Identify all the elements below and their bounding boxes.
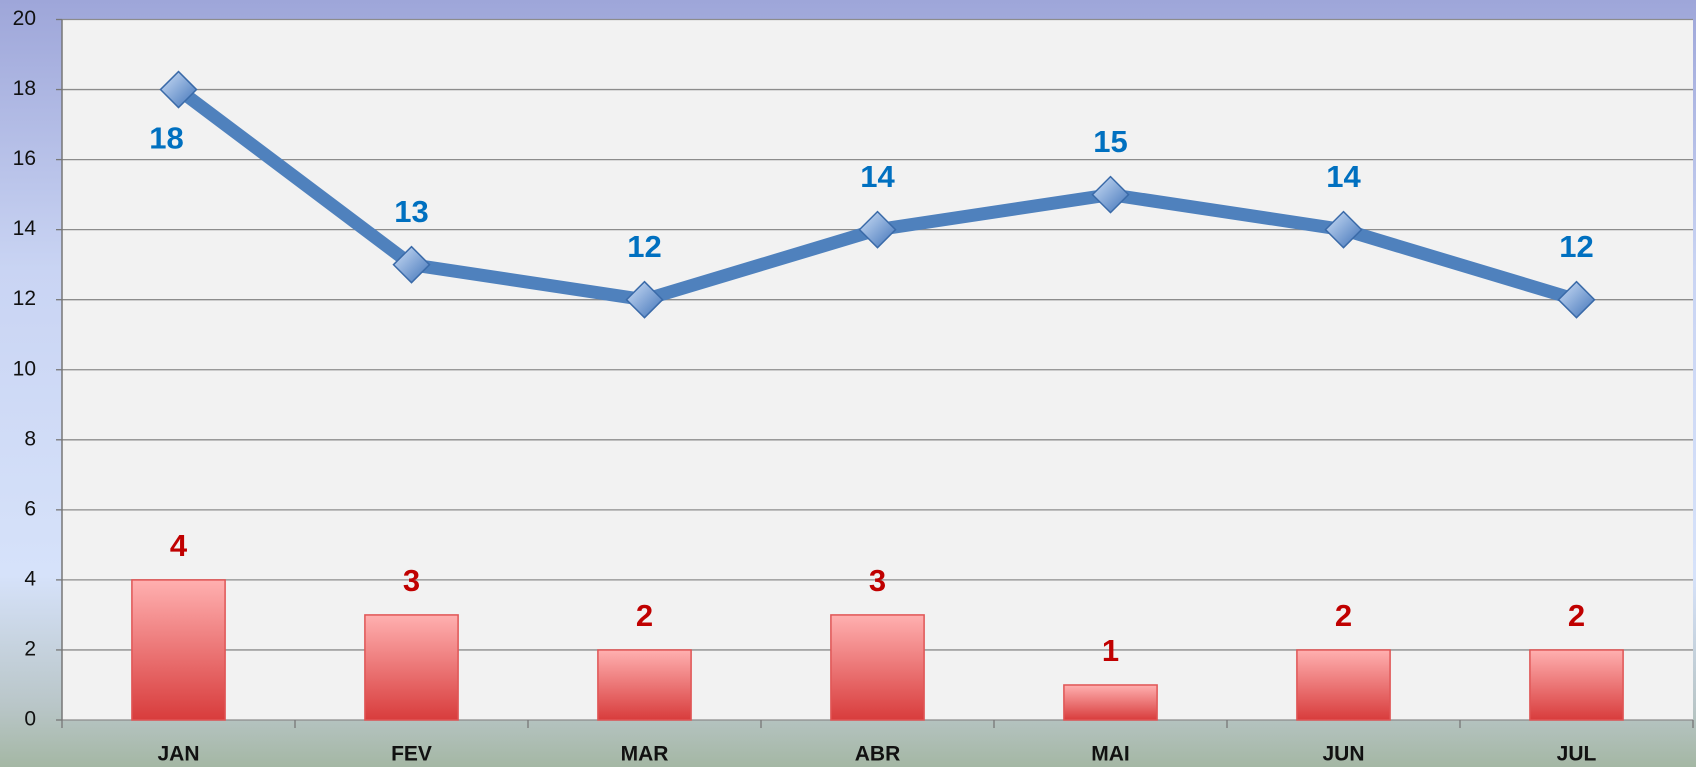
value-label: 3 <box>403 563 420 598</box>
marker <box>159 70 198 109</box>
x-tick-label: JUL <box>1557 743 1597 766</box>
bar <box>1529 649 1624 721</box>
y-tick-label: 18 <box>13 77 36 100</box>
y-tick-label: 12 <box>13 287 36 310</box>
y-tick-label: 10 <box>13 357 36 380</box>
y-tick-label: 14 <box>13 217 37 240</box>
value-label: 2 <box>636 598 653 633</box>
bar <box>1296 649 1391 721</box>
y-tick-label: 8 <box>24 427 36 450</box>
value-label: 1 <box>1102 633 1119 668</box>
marker <box>858 210 897 249</box>
x-tick-label: JUN <box>1322 743 1364 766</box>
value-label: 18 <box>149 121 183 156</box>
value-label: 14 <box>860 159 895 194</box>
value-label: 2 <box>1335 598 1352 633</box>
bar <box>830 614 925 721</box>
x-tick-label: FEV <box>391 743 432 766</box>
bar <box>131 579 226 721</box>
value-label: 14 <box>1326 159 1361 194</box>
value-label: 12 <box>627 229 661 264</box>
marker <box>1324 210 1363 249</box>
value-label: 4 <box>170 528 188 563</box>
y-tick-label: 20 <box>13 7 36 30</box>
y-tick-label: 0 <box>24 708 36 731</box>
value-label: 13 <box>394 194 428 229</box>
value-label: 3 <box>869 563 886 598</box>
marker <box>1557 280 1596 319</box>
x-tick-label: MAR <box>621 743 669 766</box>
y-tick-label: 2 <box>24 637 36 660</box>
value-label: 2 <box>1568 598 1585 633</box>
value-label: 12 <box>1559 229 1593 264</box>
value-label: 15 <box>1093 124 1127 159</box>
marker <box>625 280 664 319</box>
y-tick-label: 16 <box>13 147 36 170</box>
x-tick-label: ABR <box>855 743 901 766</box>
bar <box>364 614 459 721</box>
marker <box>1091 175 1130 214</box>
marker <box>392 245 431 284</box>
x-tick-label: MAI <box>1091 743 1130 766</box>
bar <box>1063 684 1158 721</box>
y-tick-label: 6 <box>24 497 36 520</box>
bar <box>597 649 692 721</box>
x-tick-label: JAN <box>157 743 199 766</box>
y-tick-label: 4 <box>24 567 36 590</box>
